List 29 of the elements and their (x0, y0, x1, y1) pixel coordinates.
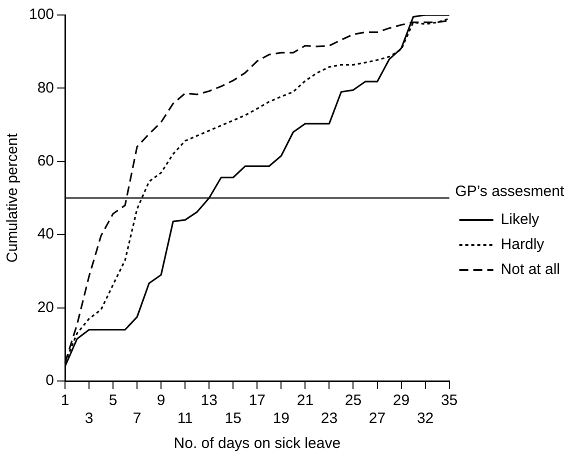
y-axis-title: Cumulative percent (4, 132, 22, 263)
x-tick-label: 32 (416, 410, 434, 428)
x-tick-label: 3 (84, 410, 94, 428)
legend-label: Likely (500, 211, 540, 228)
x-tick-label: 9 (156, 392, 166, 410)
legend-label: Not at all (500, 261, 560, 278)
x-tick-label: 23 (320, 410, 338, 428)
legend-title: GP’s assesment (455, 183, 565, 200)
x-tick-label: 5 (108, 392, 118, 410)
legend-label: Hardly (500, 236, 545, 254)
x-tick-label: 11 (177, 410, 193, 428)
x-tick-label: 35 (440, 392, 458, 410)
y-tick-label: 80 (37, 79, 54, 96)
y-tick-label: 60 (37, 152, 54, 170)
x-tick-label: 17 (248, 392, 266, 410)
x-tick-label: 7 (132, 410, 142, 428)
y-tick-label: 20 (37, 298, 54, 316)
y-tick-label: 0 (46, 372, 54, 390)
y-tick-label: 40 (37, 226, 54, 243)
x-tick-label: 19 (272, 410, 290, 428)
x-tick-label: 13 (200, 392, 218, 410)
x-tick-label: 29 (392, 392, 410, 410)
x-tick-label: 25 (344, 392, 362, 410)
x-tick-label: 21 (296, 392, 314, 410)
x-axis-title: No. of days on sick leave (174, 435, 341, 452)
y-tick-label: 100 (28, 6, 54, 24)
x-tick-label: 15 (224, 410, 242, 428)
x-tick-label: 27 (368, 410, 386, 428)
x-tick-label: 1 (60, 392, 70, 410)
